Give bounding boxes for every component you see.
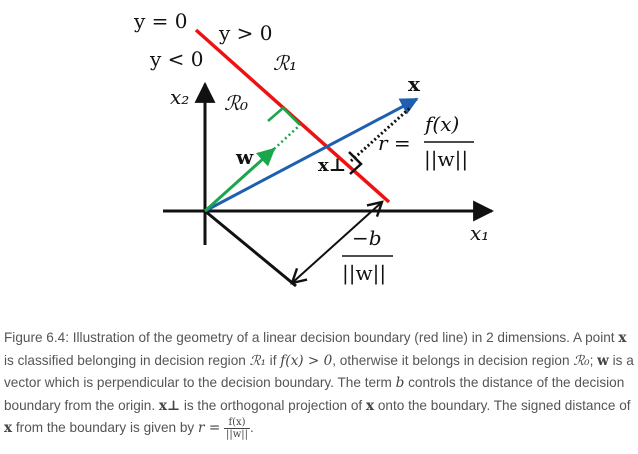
label-b-numerator: −b bbox=[352, 226, 382, 250]
label-w-vector: w bbox=[235, 145, 254, 169]
label-r-eq: r = bbox=[378, 131, 411, 155]
label-r-numerator: f(x) bbox=[423, 112, 459, 136]
caption-fraction: f(x) ||w|| bbox=[224, 417, 251, 440]
label-region-1: ℛ₁ bbox=[273, 51, 297, 75]
label-r-denominator: ||w|| bbox=[424, 147, 468, 172]
w-vector bbox=[203, 147, 276, 213]
label-y-gt-0: y > 0 bbox=[218, 21, 273, 45]
w-extension-dotted bbox=[273, 124, 301, 150]
r-distance-arrowhead bbox=[348, 151, 363, 175]
label-x-vector: x bbox=[408, 72, 421, 96]
figure-caption: Figure 6.4: Illustration of the geometry… bbox=[4, 330, 634, 440]
right-angle-marker bbox=[267, 106, 301, 126]
label-b-denominator: ||w|| bbox=[342, 261, 386, 286]
label-x1-axis: x₁ bbox=[470, 221, 489, 245]
bias-distance-arrow bbox=[290, 200, 384, 285]
label-x2-axis: x₂ bbox=[170, 85, 189, 109]
label-y-eq-0: y = 0 bbox=[133, 9, 188, 33]
label-x-perp: x⊥ bbox=[318, 155, 346, 176]
label-y-lt-0: y < 0 bbox=[149, 47, 204, 71]
label-region-0: ℛ₀ bbox=[224, 91, 248, 115]
decision-boundary-diagram: y = 0 y > 0 y < 0 ℛ₁ ℛ₀ x₂ x₁ x w x⊥ r =… bbox=[133, 9, 495, 288]
bias-distance-line bbox=[204, 209, 297, 288]
x-vector bbox=[204, 97, 419, 213]
